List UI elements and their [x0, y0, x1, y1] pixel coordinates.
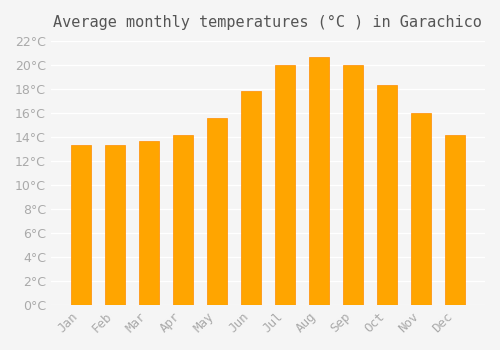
Title: Average monthly temperatures (°C ) in Garachico: Average monthly temperatures (°C ) in Ga… [54, 15, 482, 30]
Bar [309, 56, 329, 305]
Bar [138, 141, 159, 305]
Bar [377, 85, 397, 305]
Bar [206, 118, 227, 305]
Bar [70, 145, 91, 305]
Bar [445, 134, 466, 305]
Bar [343, 65, 363, 305]
Bar [274, 65, 295, 305]
Bar [104, 145, 125, 305]
Bar [172, 134, 193, 305]
Bar [411, 113, 431, 305]
Bar [240, 91, 261, 305]
